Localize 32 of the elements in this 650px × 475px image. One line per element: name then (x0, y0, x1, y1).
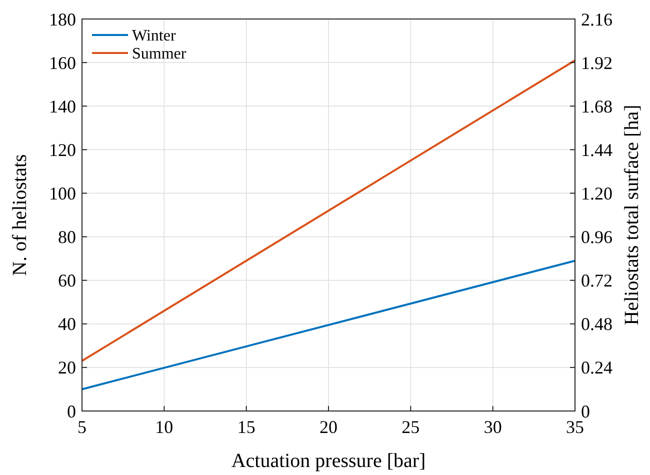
y2-tick-label: 0.96 (581, 227, 612, 248)
y2-tick-label: 2.16 (581, 9, 612, 30)
y2-tick-label: 1.44 (581, 140, 612, 160)
y2-tick-label: 0 (581, 401, 590, 422)
legend-label: Winter (132, 28, 176, 45)
y-tick-label: 160 (49, 52, 76, 73)
y-tick-label: 20 (58, 358, 76, 378)
y2-tick-label: 1.92 (581, 52, 612, 73)
x-tick-label: 15 (237, 417, 256, 437)
y-tick-label: 60 (58, 270, 76, 291)
x-tick-label: 35 (566, 417, 584, 437)
x-axis-title: Actuation pressure [bar] (231, 450, 426, 472)
legend-label: Summer (132, 46, 187, 63)
y-tick-label: 140 (49, 96, 76, 116)
y-tick-label: 100 (49, 184, 76, 204)
y-tick-label: 180 (49, 9, 76, 30)
y-axis-title: N. of heliostats (9, 154, 31, 276)
y-tick-label: 40 (58, 314, 76, 334)
x-tick-label: 5 (78, 417, 86, 437)
y2-tick-label: 0.24 (581, 358, 612, 378)
x-tick-label: 10 (155, 417, 174, 437)
y-tick-label: 0 (67, 401, 76, 422)
x-tick-label: 25 (402, 417, 420, 437)
y2-tick-label: 0.72 (581, 270, 612, 291)
x-tick-label: 30 (484, 417, 502, 437)
y2-tick-label: 0.48 (581, 314, 612, 334)
y-tick-label: 80 (58, 227, 76, 248)
y-tick-label: 120 (49, 140, 76, 160)
y2-tick-label: 1.68 (581, 96, 612, 116)
y2-axis-title: Heliostats total surface [ha] (621, 104, 643, 326)
x-tick-label: 20 (320, 417, 338, 437)
y2-tick-label: 1.20 (581, 184, 612, 204)
